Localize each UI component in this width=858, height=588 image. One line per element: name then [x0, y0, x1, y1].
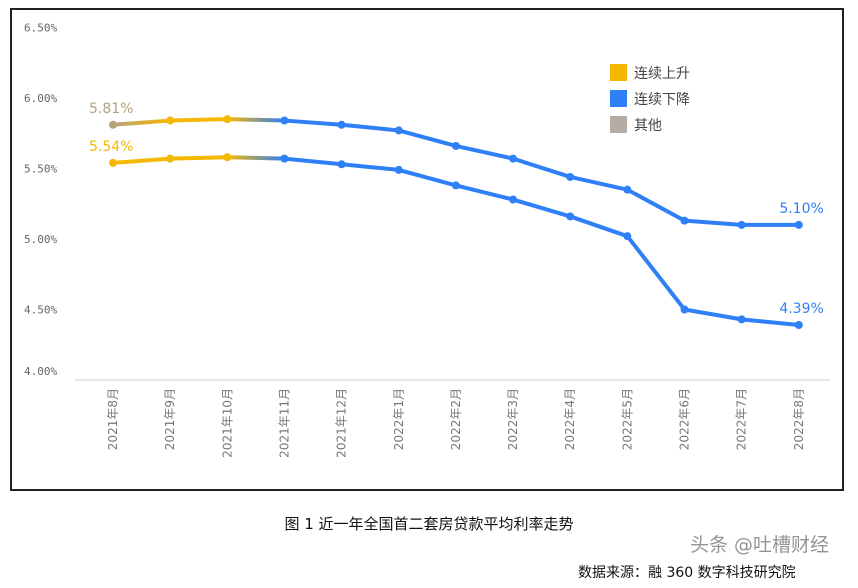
series-line-segment [168, 117, 230, 123]
x-tick-label: 2022年7月 [735, 388, 749, 450]
data-point [394, 126, 403, 135]
data-point [394, 165, 403, 174]
data-point [280, 116, 289, 125]
x-tick-label: 2021年11月 [277, 388, 291, 458]
series-line-segment [625, 234, 687, 312]
data-point [223, 153, 232, 162]
series-line-segment [453, 183, 516, 202]
data-point [680, 216, 689, 225]
x-tick-label: 2021年8月 [106, 388, 120, 450]
data-point [109, 158, 117, 167]
data-label-lower-start: 5.54% [89, 139, 133, 155]
data-label-upper-start: 5.81% [89, 101, 133, 117]
data-point [451, 141, 460, 150]
series-line-segment [453, 143, 516, 161]
x-tick-label: 2022年6月 [678, 388, 692, 450]
x-tick-label: 2022年3月 [506, 388, 520, 450]
series-line-segment [111, 156, 173, 165]
series-line-segment [339, 122, 401, 133]
chart-frame [10, 8, 844, 491]
data-point [680, 305, 689, 314]
series-line-segment [225, 155, 287, 161]
legend-label-fall: 连续下降 [634, 91, 690, 108]
x-tick-label: 2021年10月 [220, 388, 234, 458]
data-point [337, 160, 346, 169]
x-tick-label: 2022年5月 [620, 388, 634, 450]
series-line-segment [282, 156, 344, 167]
y-tick-label: 4.50% [24, 304, 57, 317]
series-line-segment [568, 174, 630, 192]
data-point [451, 181, 460, 190]
series-line-segment [168, 155, 230, 161]
series-line-segment [282, 118, 344, 127]
data-label-lower-end: 4.39% [779, 301, 823, 317]
series-line-segment [739, 317, 801, 328]
watermark: 头条 @吐槽财经 [690, 534, 830, 556]
data-point [109, 120, 117, 129]
series-line-segment [625, 187, 687, 223]
data-point [737, 315, 746, 324]
data-point [566, 172, 575, 181]
data-point [794, 220, 803, 229]
series-line-segment [682, 218, 744, 227]
data-point [623, 185, 632, 194]
figure-caption: 图 1 近一年全国首二套房贷款平均利率走势 [284, 515, 574, 533]
y-tick-label: 5.00% [24, 233, 57, 246]
series-line-segment [511, 197, 573, 219]
y-tick-label: 5.50% [24, 163, 57, 176]
series-line-segment [339, 162, 401, 172]
x-tick-label: 2022年4月 [563, 388, 577, 450]
data-point [794, 321, 803, 330]
data-point [280, 154, 289, 163]
x-tick-label: 2022年8月 [792, 388, 806, 450]
x-tick-label: 2021年9月 [163, 388, 177, 450]
y-tick-label: 4.00% [24, 365, 57, 378]
x-tick-label: 2022年2月 [449, 388, 463, 450]
data-point [623, 232, 632, 241]
data-point [223, 115, 232, 124]
series-line-segment [396, 167, 458, 188]
data-label-upper-end: 5.10% [779, 201, 823, 217]
legend-label-rise: 连续上升 [634, 65, 690, 82]
data-point [166, 154, 175, 163]
series-line-segment [396, 128, 458, 148]
x-tick-label: 2021年12月 [335, 388, 349, 458]
series-line-segment [682, 307, 744, 322]
data-point [509, 154, 518, 163]
legend-swatch-rise [610, 64, 627, 81]
line-chart: 4.00% 4.50% 5.00% 5.50% 6.00% 6.50% 2021年8月 202… [24, 22, 830, 458]
legend-swatch-other [610, 116, 627, 133]
series-line-segment [225, 117, 287, 123]
series-line-segment [568, 214, 630, 239]
x-tick-label: 2022年1月 [392, 388, 406, 450]
series-line-segment [111, 118, 173, 127]
data-point [509, 195, 518, 204]
legend-swatch-fall [610, 90, 627, 107]
y-tick-label: 6.00% [24, 92, 57, 105]
series-line-segment [511, 156, 573, 179]
data-point [166, 116, 175, 125]
data-source: 数据来源：融 360 数字科技研究院 [578, 565, 796, 581]
data-point [337, 120, 346, 129]
data-point [737, 220, 746, 229]
data-point [566, 212, 575, 221]
legend-label-other: 其他 [634, 118, 662, 134]
y-tick-label: 6.50% [24, 22, 57, 35]
